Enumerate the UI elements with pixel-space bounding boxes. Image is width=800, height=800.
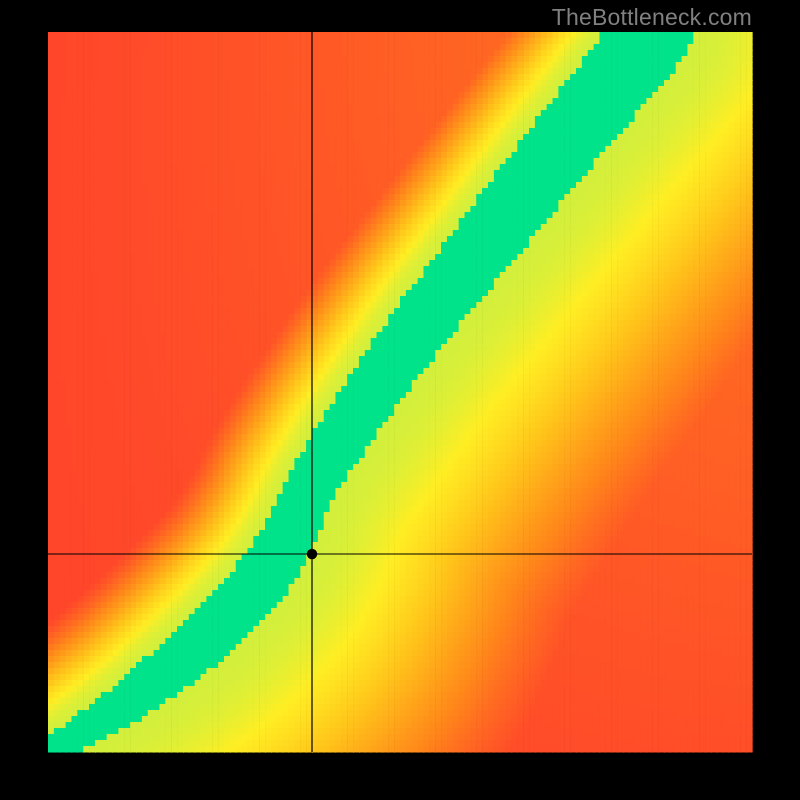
bottleneck-heatmap xyxy=(0,0,800,800)
chart-stage: TheBottleneck.com xyxy=(0,0,800,800)
watermark-text: TheBottleneck.com xyxy=(552,4,752,31)
